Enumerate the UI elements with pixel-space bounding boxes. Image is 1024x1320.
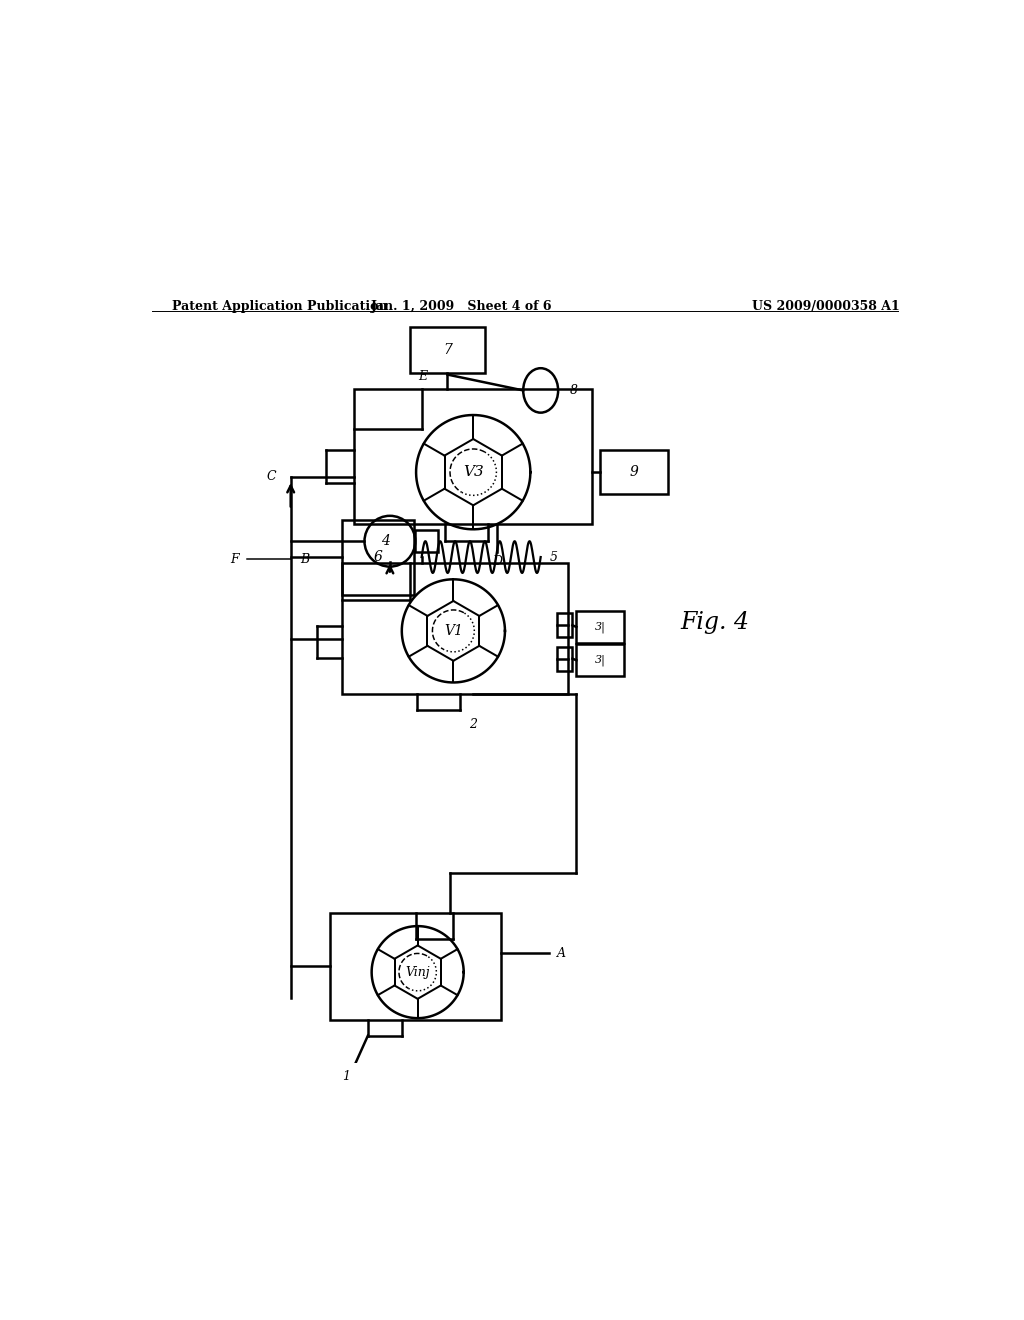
Text: Fig. 4: Fig. 4 — [681, 611, 750, 635]
Text: US 2009/0000358 A1: US 2009/0000358 A1 — [753, 300, 900, 313]
Text: 3|: 3| — [595, 655, 605, 667]
Text: E: E — [419, 371, 428, 383]
Text: F: F — [230, 553, 239, 566]
Text: 5: 5 — [550, 550, 558, 564]
Bar — [577, 644, 624, 676]
Bar — [577, 611, 624, 643]
Text: A: A — [557, 946, 565, 960]
Text: 3|: 3| — [595, 622, 605, 632]
Text: 7: 7 — [443, 343, 452, 356]
Bar — [557, 647, 572, 671]
Text: 1: 1 — [342, 1071, 349, 1084]
Text: 6: 6 — [374, 550, 382, 565]
Bar — [331, 912, 501, 1020]
Text: 2: 2 — [469, 718, 477, 731]
Text: 8: 8 — [570, 384, 578, 397]
Text: D: D — [492, 556, 502, 569]
Text: B: B — [300, 553, 309, 566]
Text: C: C — [267, 470, 276, 483]
Bar — [410, 327, 485, 374]
Bar — [342, 564, 568, 694]
Bar — [342, 520, 414, 595]
Text: Patent Application Publication: Patent Application Publication — [172, 300, 387, 313]
Bar — [354, 389, 592, 524]
Text: Vinj: Vinj — [406, 966, 430, 978]
Text: Jan. 1, 2009   Sheet 4 of 6: Jan. 1, 2009 Sheet 4 of 6 — [371, 300, 552, 313]
Text: V1: V1 — [444, 624, 463, 638]
Text: 9: 9 — [630, 465, 638, 479]
Bar — [416, 531, 437, 552]
Bar — [600, 450, 668, 494]
Text: V3: V3 — [463, 465, 483, 479]
Bar — [557, 614, 572, 638]
Text: 4: 4 — [382, 535, 390, 548]
